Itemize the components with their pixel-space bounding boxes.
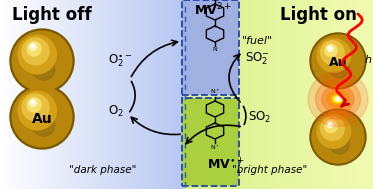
Circle shape [312,111,364,163]
Circle shape [327,46,333,51]
Circle shape [31,45,34,47]
Circle shape [312,35,364,87]
Ellipse shape [331,94,345,104]
Circle shape [330,134,349,154]
Text: O$_2^{\bullet-}$: O$_2^{\bullet-}$ [108,53,132,69]
Ellipse shape [335,97,341,101]
Circle shape [18,35,56,74]
Circle shape [325,44,337,57]
Text: N: N [213,47,217,52]
Ellipse shape [333,95,343,102]
Circle shape [12,31,72,91]
Text: SO$_2^{-}$: SO$_2^{-}$ [245,51,270,67]
Circle shape [22,94,49,121]
Circle shape [321,117,344,140]
Circle shape [32,114,55,136]
Ellipse shape [322,85,354,113]
Text: Light off: Light off [12,6,92,24]
Ellipse shape [316,79,360,119]
Circle shape [30,44,36,50]
Circle shape [330,58,349,78]
Text: Au: Au [329,57,347,70]
Circle shape [310,109,366,165]
Ellipse shape [327,90,349,108]
Text: "bright phase": "bright phase" [232,165,308,175]
Circle shape [18,91,56,130]
Circle shape [317,115,351,148]
Text: N$^+$: N$^+$ [210,87,220,96]
Text: $h\nu$: $h\nu$ [364,53,373,65]
Text: MV$^{\bullet+}$: MV$^{\bullet+}$ [207,158,245,173]
Circle shape [31,101,34,103]
Circle shape [32,58,55,80]
Text: "dark phase": "dark phase" [69,165,137,175]
FancyBboxPatch shape [182,0,239,95]
Text: MV$^{2+}$: MV$^{2+}$ [194,2,232,19]
Circle shape [317,39,351,72]
Circle shape [310,33,366,89]
Circle shape [10,85,74,149]
Circle shape [27,98,41,112]
Circle shape [321,41,344,64]
Circle shape [10,29,74,93]
Circle shape [30,100,36,106]
Circle shape [22,38,49,65]
Text: SO$_2$: SO$_2$ [248,109,271,125]
Ellipse shape [308,71,368,126]
Text: Au: Au [32,112,52,126]
Circle shape [27,42,41,56]
Circle shape [325,120,337,132]
FancyBboxPatch shape [182,98,239,186]
Circle shape [12,87,72,147]
Text: O$_2$: O$_2$ [108,103,124,119]
Text: "fuel": "fuel" [242,36,273,46]
Circle shape [327,122,333,127]
Text: N$^\bullet$: N$^\bullet$ [210,144,220,152]
Circle shape [329,47,331,49]
Circle shape [329,123,331,125]
Text: Light on: Light on [279,6,357,24]
